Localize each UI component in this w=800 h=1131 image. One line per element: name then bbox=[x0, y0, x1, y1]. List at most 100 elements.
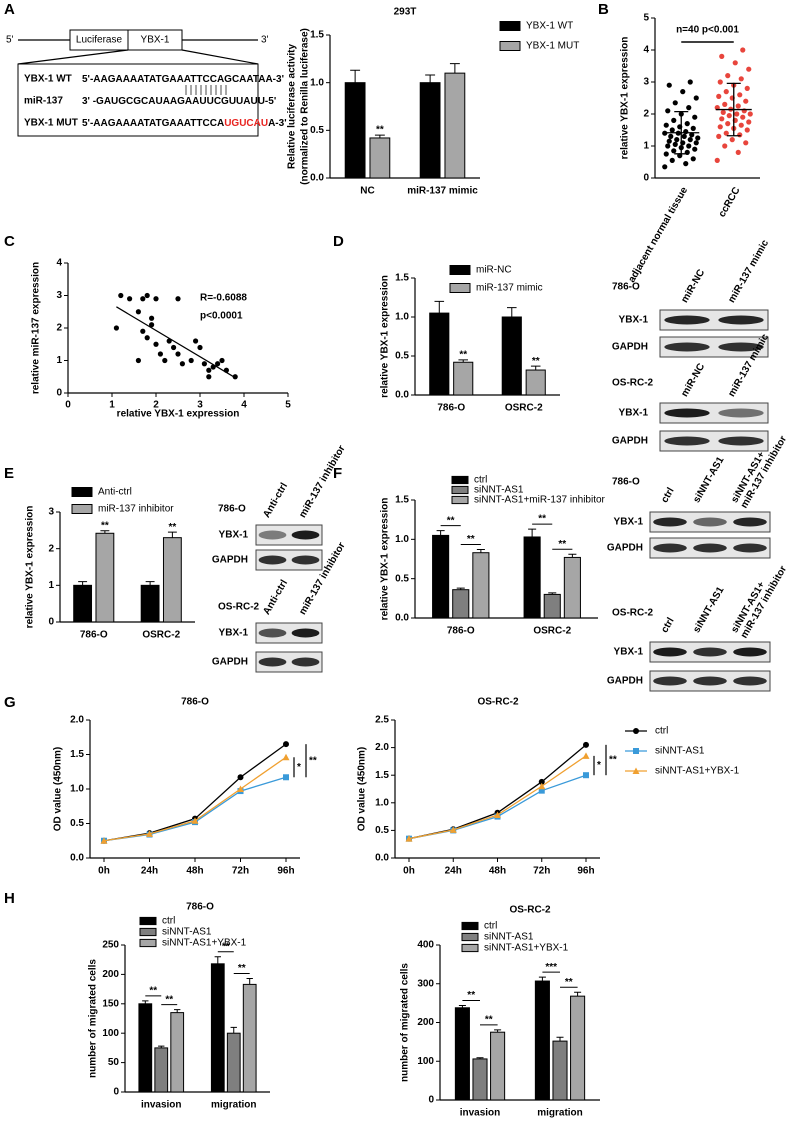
error-bar bbox=[350, 69, 361, 83]
error-bar bbox=[436, 530, 445, 536]
y-tick-label: 50 bbox=[108, 1057, 120, 1068]
bar bbox=[419, 82, 441, 179]
data-point bbox=[668, 133, 674, 139]
data-point bbox=[674, 137, 680, 143]
data-point bbox=[283, 774, 289, 781]
cell-line-label: OS-RC-2 bbox=[612, 378, 654, 389]
y-tick-label: 250 bbox=[102, 940, 119, 951]
y-tick-label: 1.5 bbox=[70, 749, 84, 760]
chart-title: 293T bbox=[394, 7, 417, 18]
significance: ** bbox=[558, 539, 566, 550]
error-bar bbox=[530, 365, 541, 371]
y-tick-label: 0.5 bbox=[310, 125, 324, 136]
blot-band bbox=[258, 530, 287, 540]
blot-band bbox=[693, 543, 727, 553]
bar bbox=[444, 72, 466, 179]
data-point bbox=[191, 817, 199, 824]
legend-swatch bbox=[499, 21, 521, 31]
bar bbox=[563, 556, 581, 619]
blot-band bbox=[653, 676, 687, 686]
data-point bbox=[692, 146, 698, 152]
blot-row-label: YBX-1 bbox=[619, 315, 649, 326]
data-point bbox=[237, 774, 244, 781]
data-point bbox=[583, 772, 589, 779]
data-point bbox=[690, 156, 696, 162]
x-axis-label: relative YBX-1 expression bbox=[117, 409, 240, 420]
y-tick-label: 300 bbox=[417, 978, 434, 989]
error-bar bbox=[548, 592, 557, 595]
x-tick-label: ccRCC bbox=[717, 185, 743, 219]
legend-label: siNNT-AS1+miR-137 inhibitor bbox=[474, 495, 606, 506]
data-point bbox=[223, 367, 229, 373]
bar bbox=[472, 552, 490, 619]
data-point bbox=[747, 111, 753, 117]
blot-band bbox=[718, 342, 764, 352]
series-line bbox=[408, 744, 587, 840]
x-tick-label: 96h bbox=[277, 866, 294, 877]
significance: ** bbox=[165, 994, 173, 1005]
y-tick-label: 0.0 bbox=[375, 853, 389, 864]
data-point bbox=[687, 137, 693, 143]
error-bar bbox=[458, 359, 468, 363]
data-point bbox=[135, 309, 141, 315]
vector-box-label: YBX-1 bbox=[141, 35, 170, 46]
blot-strip bbox=[659, 309, 769, 331]
data-point bbox=[153, 296, 159, 302]
blot-row-label: YBX-1 bbox=[619, 408, 649, 419]
y-axis-label: Relative luciferase activity bbox=[287, 44, 298, 170]
sequence-part: UGUCAU bbox=[224, 118, 268, 129]
data-point bbox=[188, 357, 194, 364]
data-point bbox=[197, 344, 203, 351]
legend-marker bbox=[633, 728, 639, 734]
data-point bbox=[717, 79, 723, 85]
data-point bbox=[179, 361, 185, 367]
error-bar bbox=[142, 1000, 149, 1004]
y-tick-label: 100 bbox=[102, 1028, 119, 1039]
data-point bbox=[140, 296, 146, 302]
y-tick-label: 3 bbox=[643, 77, 649, 88]
data-point bbox=[149, 315, 155, 321]
blot-band bbox=[693, 647, 727, 657]
data-point bbox=[723, 130, 729, 136]
blot-band bbox=[718, 315, 764, 325]
y-axis-label: relative YBX-1 expression bbox=[25, 506, 36, 629]
blot-row-label: GAPDH bbox=[612, 436, 648, 447]
lane-label: miR-NC bbox=[679, 362, 707, 399]
legend-label: siNNT-AS1 bbox=[655, 746, 705, 757]
panel-label: F bbox=[333, 465, 342, 482]
x-tick-label: 1 bbox=[109, 400, 115, 411]
data-point bbox=[693, 140, 699, 146]
series-line bbox=[408, 755, 587, 840]
x-tick-label: 24h bbox=[445, 866, 462, 877]
data-point bbox=[686, 105, 692, 111]
data-point bbox=[744, 85, 750, 91]
legend-label: miR-137 mimic bbox=[476, 283, 543, 294]
cell-line-label: 786-O bbox=[218, 504, 246, 515]
significance: ** bbox=[609, 755, 617, 766]
data-point bbox=[162, 357, 168, 364]
lane-label: Anti-ctrl bbox=[261, 578, 290, 617]
blot-band bbox=[258, 555, 287, 565]
data-point bbox=[157, 351, 163, 357]
data-point bbox=[666, 138, 672, 144]
blot-strip bbox=[255, 524, 323, 546]
legend-label: YBX-1 MUT bbox=[526, 41, 579, 52]
significance: ** bbox=[168, 522, 176, 533]
data-point bbox=[219, 357, 225, 364]
y-axis-label: relative miR-137 expression bbox=[31, 262, 42, 394]
x-tick-label: migration bbox=[211, 1100, 257, 1111]
blot-band bbox=[291, 657, 320, 667]
error-bar bbox=[158, 1045, 165, 1048]
bar bbox=[552, 1040, 568, 1101]
data-point bbox=[716, 133, 722, 139]
y-tick-label: 0 bbox=[428, 1095, 434, 1106]
legend-label: siNNT-AS1 bbox=[474, 485, 524, 496]
error-bar bbox=[449, 63, 460, 74]
data-point bbox=[118, 292, 124, 299]
panel-label: B bbox=[598, 1, 609, 18]
data-point bbox=[734, 111, 740, 117]
x-tick-label: invasion bbox=[460, 1108, 501, 1119]
y-axis-label: (normalized to Renilla luciferase) bbox=[300, 28, 311, 185]
lane-label: siNNT-AS1 bbox=[691, 455, 726, 505]
